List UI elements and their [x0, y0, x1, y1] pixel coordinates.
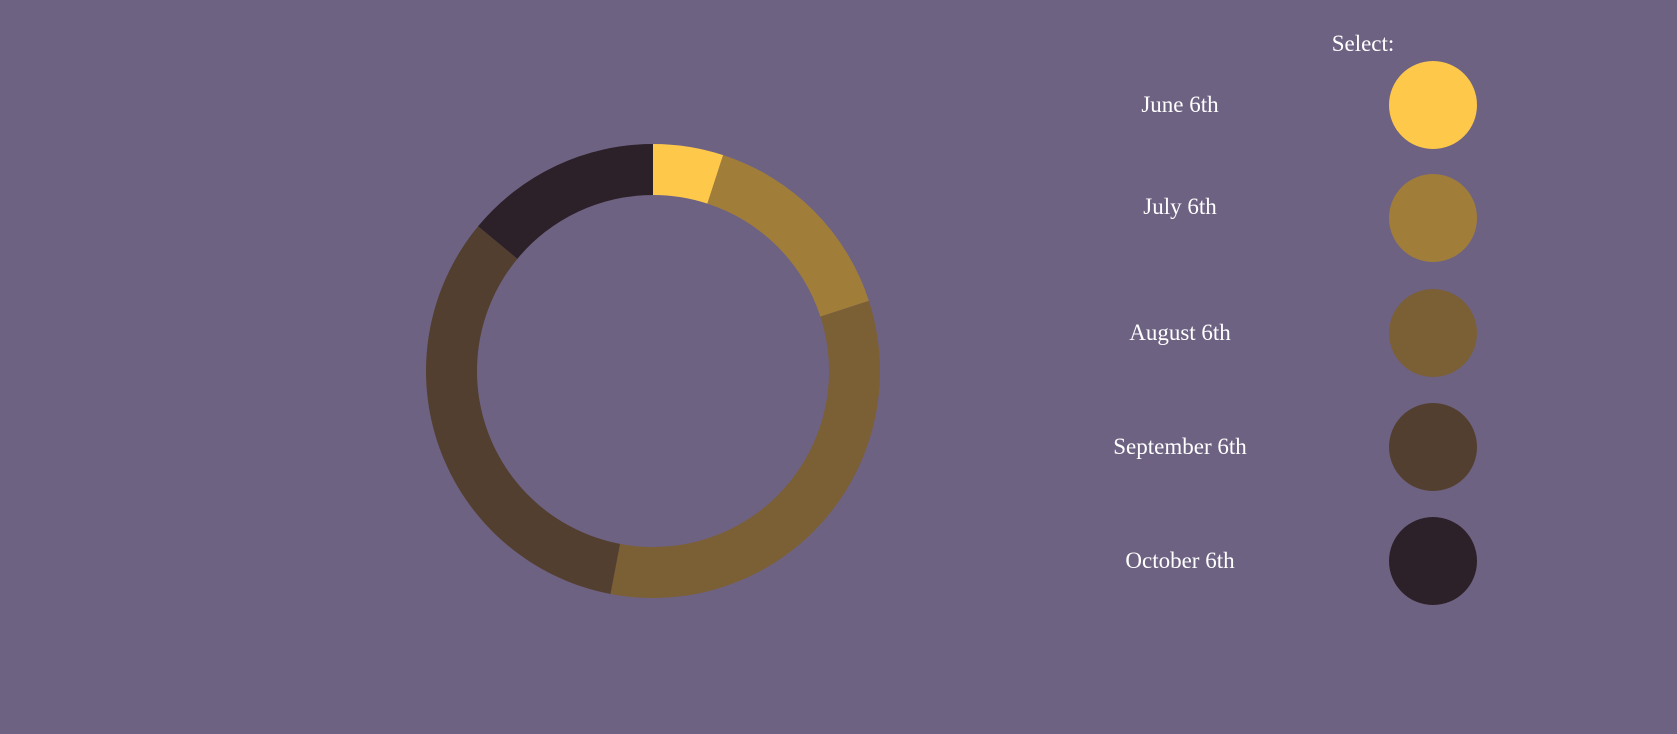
donut-slice-september [426, 226, 621, 594]
select-label: Select: [1331, 31, 1395, 56]
swatch-august[interactable] [1389, 289, 1477, 377]
donut-slice-august [610, 300, 880, 598]
donut-slice-june [653, 144, 724, 204]
swatch-july[interactable] [1389, 174, 1477, 262]
donut-slice-october [478, 144, 653, 259]
legend-label-june: June 6th [1141, 92, 1219, 117]
swatch-october[interactable] [1389, 517, 1477, 605]
swatch-june[interactable] [1389, 61, 1477, 149]
legend-label-july: July 6th [1143, 194, 1217, 219]
legend-label-september: September 6th [1113, 434, 1247, 459]
donut-slice-july [707, 155, 869, 317]
legend-label-august: August 6th [1129, 320, 1231, 345]
swatch-september[interactable] [1389, 403, 1477, 491]
legend-label-october: October 6th [1125, 548, 1235, 573]
